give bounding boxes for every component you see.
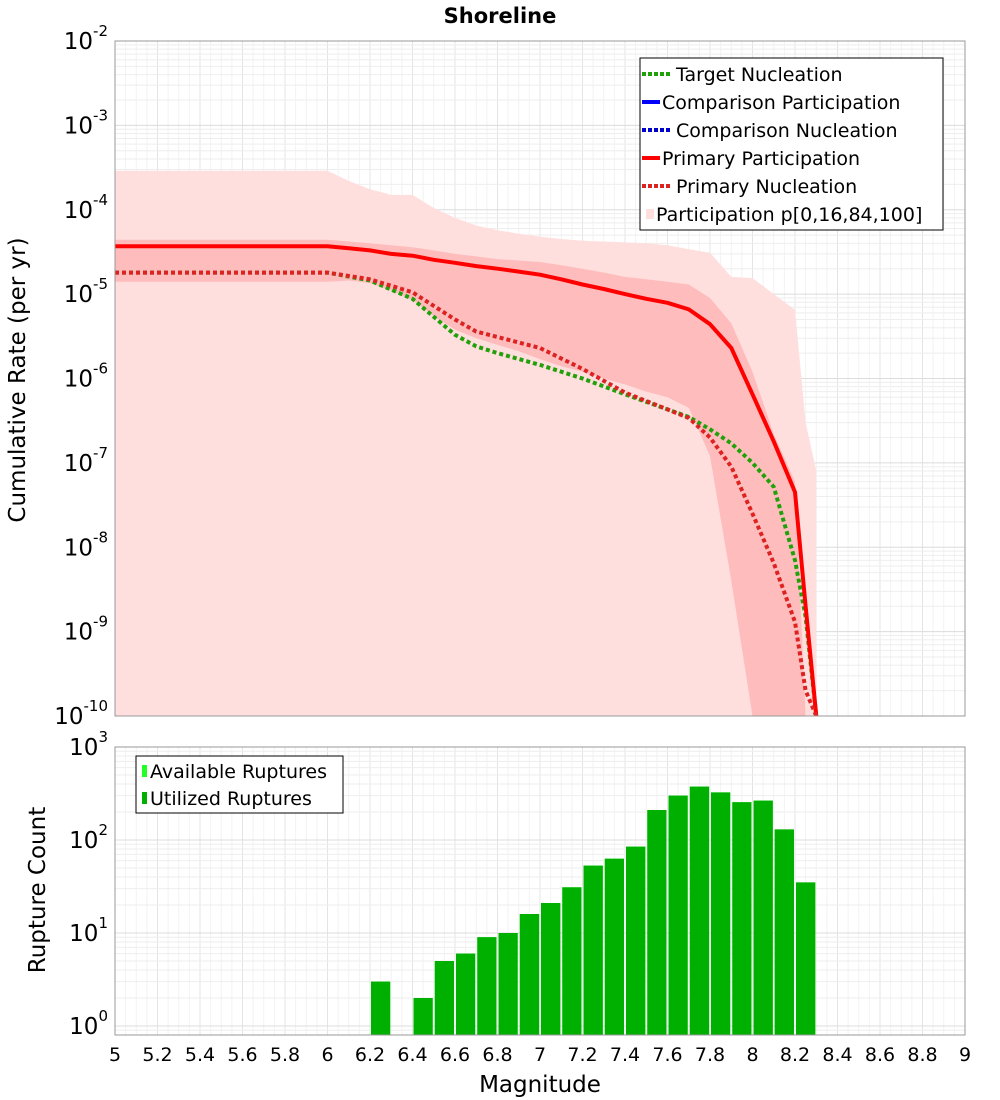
y-tick-label: 10-9: [64, 613, 108, 646]
utilized-bar: [371, 981, 391, 1035]
count-legend: Available Ruptures Utilized Ruptures: [135, 755, 344, 814]
x-tick-label: 5.8: [270, 1044, 300, 1066]
utilized-bar: [541, 903, 561, 1035]
y-tick-label: 10-10: [54, 697, 108, 730]
y-tick-label: 102: [69, 821, 108, 854]
rate-legend: Target Nucleation Comparison Participatio…: [639, 57, 944, 231]
utilized-bar: [477, 937, 497, 1035]
y-tick-label: 103: [69, 728, 108, 761]
utilized-bar: [796, 882, 816, 1035]
legend-swatch: [142, 792, 147, 804]
legend-label: Participation p[0,16,84,100]: [656, 204, 922, 226]
x-tick-label: 9: [959, 1044, 971, 1066]
x-tick-label: 7: [534, 1044, 546, 1066]
x-tick-label: 6: [321, 1044, 333, 1066]
series-line-3: [115, 244, 819, 717]
utilized-bar: [604, 858, 624, 1035]
y-tick-label: 100: [69, 1007, 108, 1040]
utilized-bar: [562, 887, 582, 1035]
series-line-0: [115, 270, 819, 717]
x-axis-label: Magnitude: [479, 1072, 601, 1098]
utilized-bar: [626, 846, 646, 1035]
x-tick-label: 8.6: [865, 1044, 895, 1066]
count-y-axis-label: Rupture Count: [25, 807, 51, 973]
x-tick-label: 7.6: [652, 1044, 682, 1066]
utilized-bar: [668, 795, 688, 1035]
count-y-ticks: 100 101 102 103: [69, 728, 108, 1040]
legend-label: Available Ruptures: [150, 761, 327, 783]
legend-label: Comparison Nucleation: [676, 120, 898, 142]
legend-label: Comparison Participation: [662, 92, 900, 114]
x-tick-label: 8.8: [907, 1044, 937, 1066]
x-tick-label: 8: [746, 1044, 758, 1066]
x-tick-label: 6.8: [482, 1044, 512, 1066]
y-tick-label: 10-5: [64, 275, 108, 308]
x-tick-label: 5.6: [227, 1044, 257, 1066]
utilized-bar: [413, 998, 433, 1035]
legend-label: Utilized Ruptures: [150, 788, 312, 810]
x-tick-label: 8.2: [780, 1044, 810, 1066]
x-tick-label: 6.6: [440, 1044, 470, 1066]
legend-label: Target Nucleation: [675, 64, 843, 86]
utilized-bar: [689, 786, 710, 1035]
x-tick-label: 7.8: [695, 1044, 725, 1066]
x-tick-label: 7.4: [610, 1044, 640, 1066]
legend-swatch: [646, 209, 654, 219]
count-bars: [371, 786, 816, 1035]
rate-bands: [115, 170, 817, 717]
utilized-bar: [583, 865, 603, 1035]
rate-y-ticks: 10-2 10-3 10-4 10-5 10-6 10-7 10-8 10-9 10-10: [54, 22, 108, 730]
x-tick-label: 5.2: [142, 1044, 172, 1066]
utilized-bar: [732, 802, 752, 1035]
legend-box: [639, 57, 944, 231]
rate-y-axis-label: Cumulative Rate (per yr): [5, 237, 31, 522]
y-tick-label: 10-2: [64, 22, 108, 55]
legend-label: Primary Nucleation: [676, 176, 857, 198]
legend-box: [135, 755, 344, 814]
x-tick-label: 6.2: [355, 1044, 385, 1066]
utilized-bar: [647, 810, 667, 1035]
y-tick-label: 10-6: [64, 360, 108, 393]
legend-label: Primary Participation: [662, 148, 860, 170]
utilized-bar: [434, 961, 454, 1035]
utilized-bar: [774, 829, 794, 1035]
y-tick-label: 10-8: [64, 528, 108, 561]
y-tick-label: 10-3: [64, 106, 108, 139]
chart-title: Shoreline: [444, 4, 557, 28]
legend-swatch: [142, 765, 147, 777]
band-inner: [115, 239, 817, 717]
x-tick-label: 8.4: [822, 1044, 852, 1066]
y-tick-label: 10-7: [64, 444, 108, 477]
utilized-bar: [711, 792, 731, 1035]
utilized-bar: [519, 914, 540, 1035]
rate-lines: [115, 244, 819, 717]
utilized-bar: [498, 933, 518, 1035]
rate-plot-frame: [114, 40, 966, 717]
x-tick-label: 5: [109, 1044, 121, 1066]
utilized-bar: [753, 800, 773, 1035]
x-tick-label: 5.4: [185, 1044, 215, 1066]
y-tick-label: 101: [69, 914, 108, 947]
x-tick-label: 7.2: [567, 1044, 597, 1066]
y-tick-label: 10-4: [64, 191, 108, 224]
count-plot-frame: [114, 746, 966, 1036]
x-tick-label: 6.4: [397, 1044, 427, 1066]
count-x-ticks: 5 5.2 5.4 5.6 5.8 6 6.2 6.4 6.6 6.8 7 7.2 7.4 7.6 7.8 8…: [109, 1044, 971, 1066]
utilized-bar: [456, 953, 476, 1035]
